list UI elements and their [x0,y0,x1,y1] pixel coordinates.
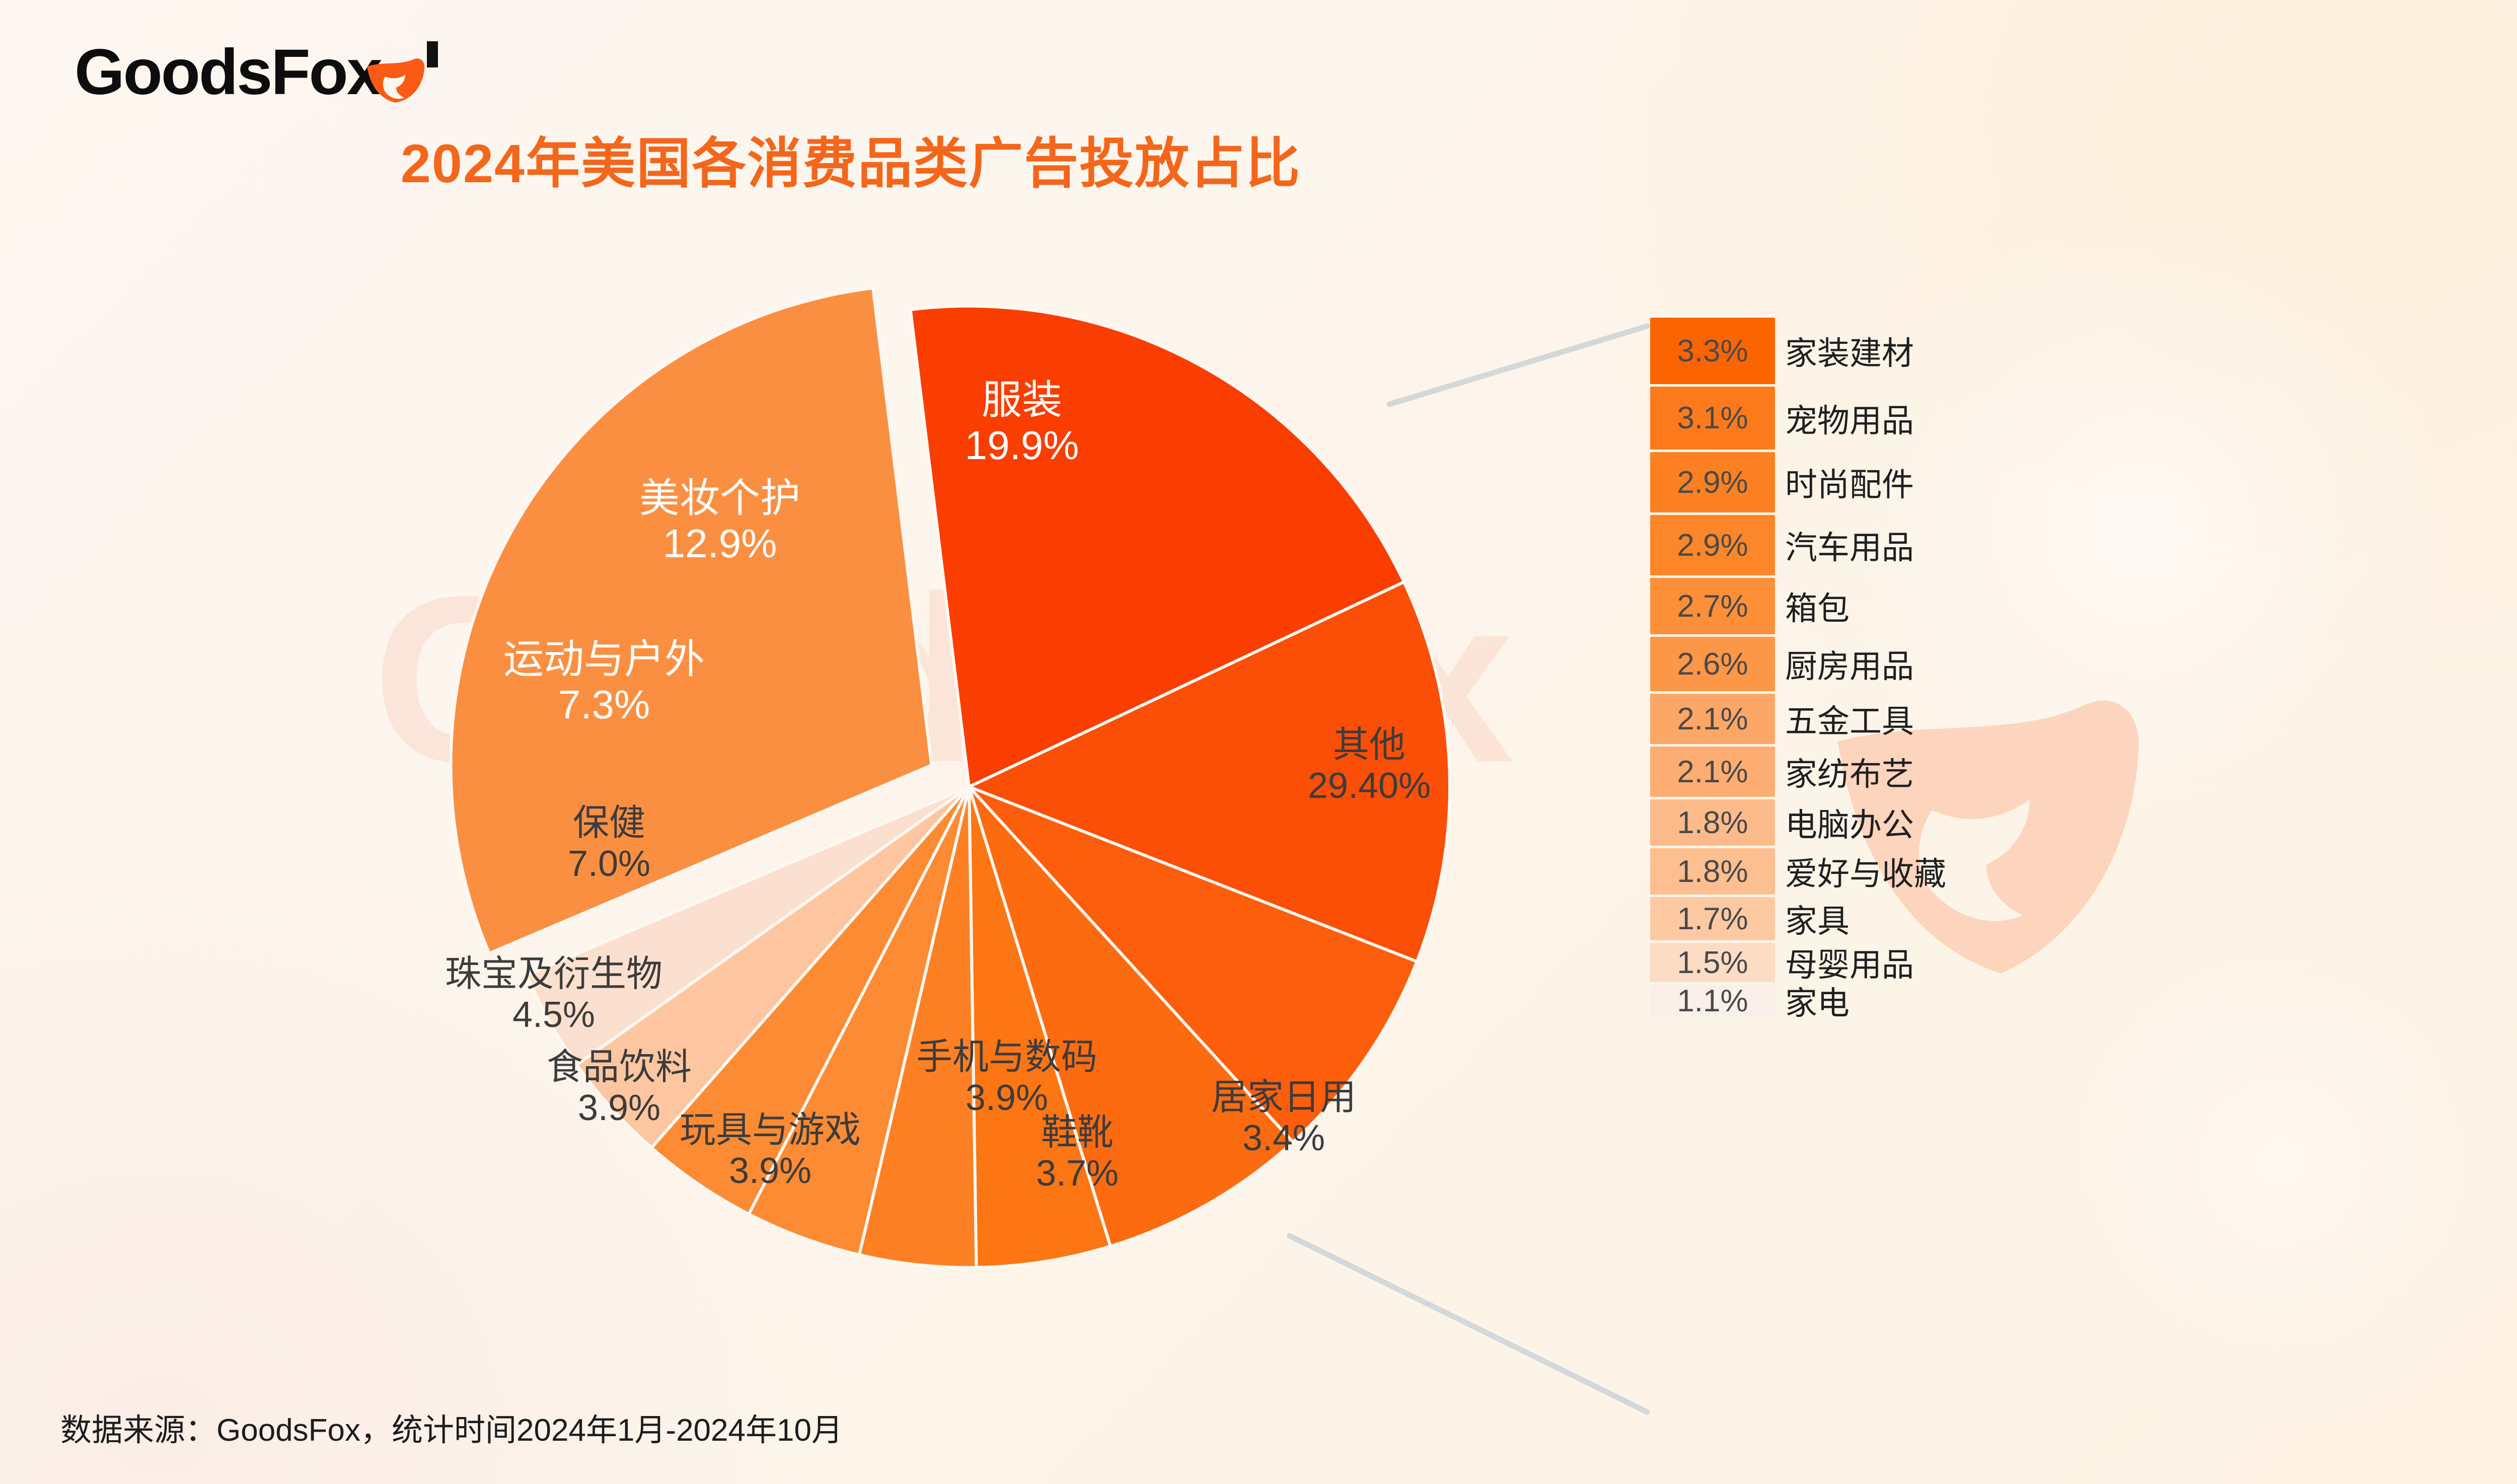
pie-slice[interactable] [649,786,971,1216]
trademark-mark [427,41,438,67]
fox-logo-icon [367,58,425,103]
legend-category-label: 爱好与收藏 [1785,856,1946,892]
legend-category-label: 家纺布艺 [1785,756,1914,792]
legend-row[interactable]: 2.9% 汽车用品 [1650,515,1914,575]
pie-chart: 服装 19.9% 美妆个护 12.9% 运动与户外 7.3% 保健 7.0% 珠… [292,201,1581,1339]
legend-row[interactable]: 2.1% 五金工具 [1650,694,1914,744]
legend-category-label: 时尚配件 [1785,467,1914,503]
legend-percent: 2.9% [1677,528,1748,563]
pie-slice[interactable] [857,786,978,1269]
legend-row[interactable]: 1.7% 家具 [1650,897,1849,940]
legend-row[interactable]: 1.8% 电脑办公 [1650,799,1914,846]
legend-category-label: 宠物用品 [1785,402,1914,439]
pie-slice[interactable] [968,786,1113,1269]
legend-percent: 3.3% [1677,333,1748,368]
legend-row[interactable]: 3.3% 家装建材 [1650,318,1914,384]
legend-row[interactable]: 3.1% 宠物用品 [1650,387,1914,450]
legend-category-label: 母婴用品 [1785,947,1914,983]
legend-category-label: 厨房用品 [1785,648,1914,685]
legend-row[interactable]: 1.1% 家电 [1650,983,1849,1021]
background-blob [2004,886,2517,1440]
legend-category-label: 家装建材 [1785,335,1914,372]
legend-row[interactable]: 1.5% 母婴用品 [1650,943,1914,983]
legend-row[interactable]: 1.8% 爱好与收藏 [1650,848,1946,895]
legend-list: 3.3% 家装建材 3.1% 宠物用品 2.9% 时尚配件 2.9% 汽车用品 2.7% 箱包 2.… [1650,318,1946,1021]
legend-percent: 1.5% [1677,945,1748,980]
legend-row[interactable]: 2.6% 厨房用品 [1650,637,1914,691]
pie-slice[interactable] [968,785,1419,1145]
legend-percent: 2.1% [1677,754,1748,789]
pie-slice[interactable] [574,785,971,1150]
legend-category-label: 家电 [1785,985,1849,1021]
legend-percent: 3.1% [1677,401,1748,435]
legend-percent: 1.7% [1677,901,1748,936]
pie-slice[interactable] [525,785,970,1067]
legend-category-label: 箱包 [1785,590,1849,627]
legend-row[interactable]: 2.9% 时尚配件 [1650,452,1914,512]
legend-row[interactable]: 2.1% 家纺布艺 [1650,747,1914,797]
pie-slice[interactable] [965,580,1451,964]
legend-percent: 2.7% [1677,588,1748,624]
legend-category-label: 五金工具 [1785,703,1914,739]
legend-percent: 1.1% [1677,983,1748,1018]
goodsfox-logo: GoodsFox [75,36,438,108]
pie-slice[interactable] [449,286,933,955]
background-blob [1822,211,2457,846]
legend-category-label: 汽车用品 [1785,530,1914,566]
pie-slice[interactable] [968,785,1295,1248]
pie-slice[interactable] [909,305,1406,789]
legend-percent: 2.6% [1677,646,1748,682]
legend-row[interactable]: 2.7% 箱包 [1650,578,1849,634]
legend-percent: 1.8% [1677,805,1748,840]
legend-category-label: 电脑办公 [1785,807,1914,843]
legend-percent: 2.1% [1677,701,1748,736]
pie-slice[interactable] [747,786,971,1257]
legend-category-label: 家具 [1785,903,1849,939]
data-source-footer: 数据来源：GoodsFox，统计时间2024年1月-2024年10月 [60,1413,843,1448]
pie-svg [449,286,1451,1269]
legend-percent: 2.9% [1677,465,1748,500]
page-title: 2024年美国各消费品类广告投放占比 [400,133,1301,194]
logo-wordmark: GoodsFox [75,36,383,108]
legend-percent: 1.8% [1677,854,1748,889]
